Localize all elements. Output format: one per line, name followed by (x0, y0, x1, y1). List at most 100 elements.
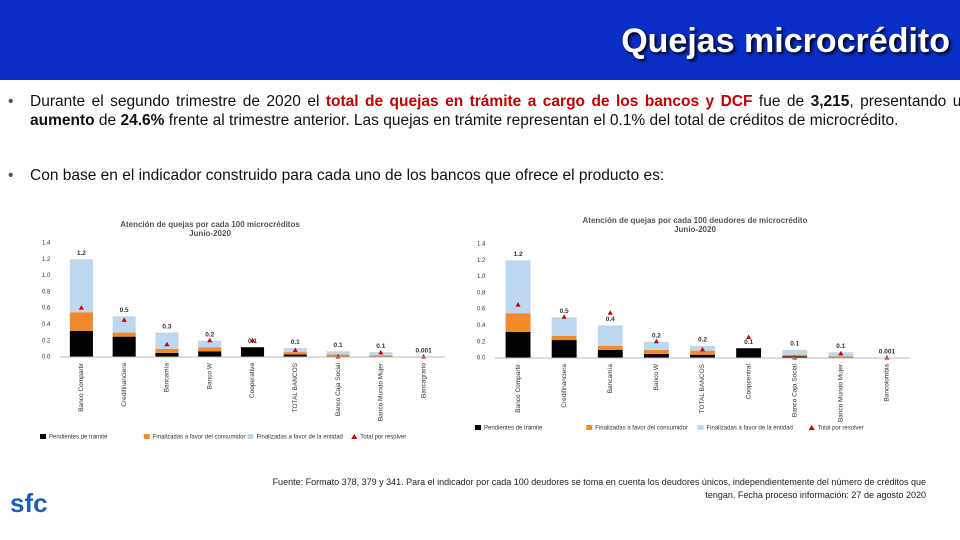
bar-segment (597, 349, 623, 358)
bar-segment (782, 349, 808, 355)
x-tick-label: Credifinanciera (121, 363, 128, 407)
x-tick-label: Cooperativa (249, 363, 256, 398)
marker (121, 317, 127, 322)
legend-marker (351, 434, 358, 439)
data-label: 0.2 (652, 332, 661, 339)
text: aumento (30, 112, 95, 129)
data-label: 0.1 (376, 343, 385, 350)
y-tick-label: 1.4 (477, 242, 486, 248)
data-label: 0.4 (606, 316, 615, 323)
text: 3,215 (810, 93, 850, 110)
text: de (94, 112, 121, 129)
bar-segment (326, 351, 350, 355)
x-tick-label: TOTAL BANCOS (292, 362, 299, 412)
bullet: Con base en el indicador construido para… (8, 166, 960, 185)
marker (653, 338, 659, 344)
bar-segment (69, 312, 93, 331)
x-tick-label: TOTAL BANCOS (699, 363, 706, 413)
bar-segment (112, 316, 136, 333)
y-tick-label: 0.8 (477, 290, 486, 296)
marker (250, 337, 255, 343)
legend-swatch (247, 434, 254, 439)
bar-segment (283, 354, 307, 357)
data-label: 0.001 (879, 349, 896, 356)
bar-segment (155, 332, 179, 349)
x-tick-label: Bancamía (164, 363, 171, 393)
y-tick-label: 1.4 (42, 241, 51, 247)
marker (421, 354, 427, 359)
bar-segment (112, 332, 136, 337)
bar-segment (505, 331, 531, 358)
legend-marker (808, 425, 815, 430)
x-tick-label: Bancolombia (884, 364, 891, 402)
legend-swatch (586, 425, 593, 430)
bullet: Durante el segundo trimestre de 2020 el … (8, 92, 960, 130)
marker (607, 310, 613, 315)
data-label: 0.5 (120, 307, 129, 314)
header: Quejas microcrédito (0, 0, 960, 80)
bar-segment (828, 356, 854, 358)
bar-segment (69, 330, 93, 357)
y-tick-label: 1.2 (42, 257, 51, 263)
data-label: 0.2 (205, 331, 214, 338)
text: 24.6% (120, 112, 165, 129)
chart-subtitle: Junio-2020 (674, 225, 716, 234)
bar-segment (597, 345, 623, 350)
marker (746, 334, 752, 340)
bar-segment (551, 340, 577, 358)
legend-swatch (475, 425, 481, 430)
marker (700, 346, 705, 352)
legend-label: Finalizadas a favor del consumidor (153, 435, 246, 441)
x-tick-label: Banco Compartir (78, 362, 85, 412)
bar-segment (597, 325, 623, 346)
y-tick-label: 0.6 (477, 307, 486, 313)
y-tick-label: 0.0 (42, 355, 51, 361)
legend-label: Total por resolver (360, 435, 406, 441)
x-tick-label: Banco Caja Social (791, 363, 798, 417)
x-tick-label: Banco W (206, 362, 213, 389)
bar-segment (736, 348, 762, 358)
chart-title: Atención de quejas por cada 100 deudores… (583, 216, 808, 225)
marker (292, 347, 298, 352)
y-tick-label: 1.0 (42, 273, 51, 279)
marker (838, 350, 844, 356)
bar-segment (155, 352, 179, 357)
marker (164, 341, 170, 347)
data-label: 1.2 (77, 250, 86, 257)
text: fue de (752, 93, 811, 110)
text: Con base en el indicador construido para… (30, 167, 665, 184)
bar-segment (369, 355, 393, 357)
bar-segment (198, 347, 222, 352)
text: , presentando un (849, 93, 960, 110)
data-label: 0.1 (790, 341, 799, 348)
y-tick-label: 0.8 (42, 289, 51, 295)
marker (561, 314, 567, 319)
y-tick-label: 0.2 (477, 339, 486, 345)
data-label: 0.5 (560, 308, 569, 315)
legend-swatch (143, 434, 150, 439)
legend-label: Pendientes de trámite (484, 426, 543, 432)
legend-label: Finalizadas a favor de la entidad (257, 435, 343, 441)
logo: sfc (10, 488, 48, 518)
text: Durante el segundo trimestre de 2020 el (30, 93, 326, 110)
data-label: 0.1 (334, 342, 343, 349)
data-label: 0.1 (836, 343, 845, 350)
bar-segment (283, 352, 307, 355)
slide-title: Quejas microcrédito (621, 22, 950, 60)
y-tick-label: 0.4 (477, 323, 486, 329)
data-label: 0.3 (162, 323, 171, 330)
x-tick-label: Banco Compartir (515, 363, 522, 413)
marker (378, 349, 384, 355)
bar-segment (112, 336, 136, 357)
chart-title: Atención de quejas por cada 100 microcré… (120, 220, 300, 229)
marker (515, 302, 521, 307)
x-tick-label: Banco Mundo Mujer (378, 362, 385, 421)
legend-label: Finalizadas a favor del consumidor (595, 426, 688, 432)
bar-segment (551, 317, 577, 337)
bar-segment (69, 259, 93, 313)
y-tick-label: 0.4 (42, 322, 51, 328)
bar-segment (551, 336, 577, 341)
bar-segment (643, 349, 669, 354)
